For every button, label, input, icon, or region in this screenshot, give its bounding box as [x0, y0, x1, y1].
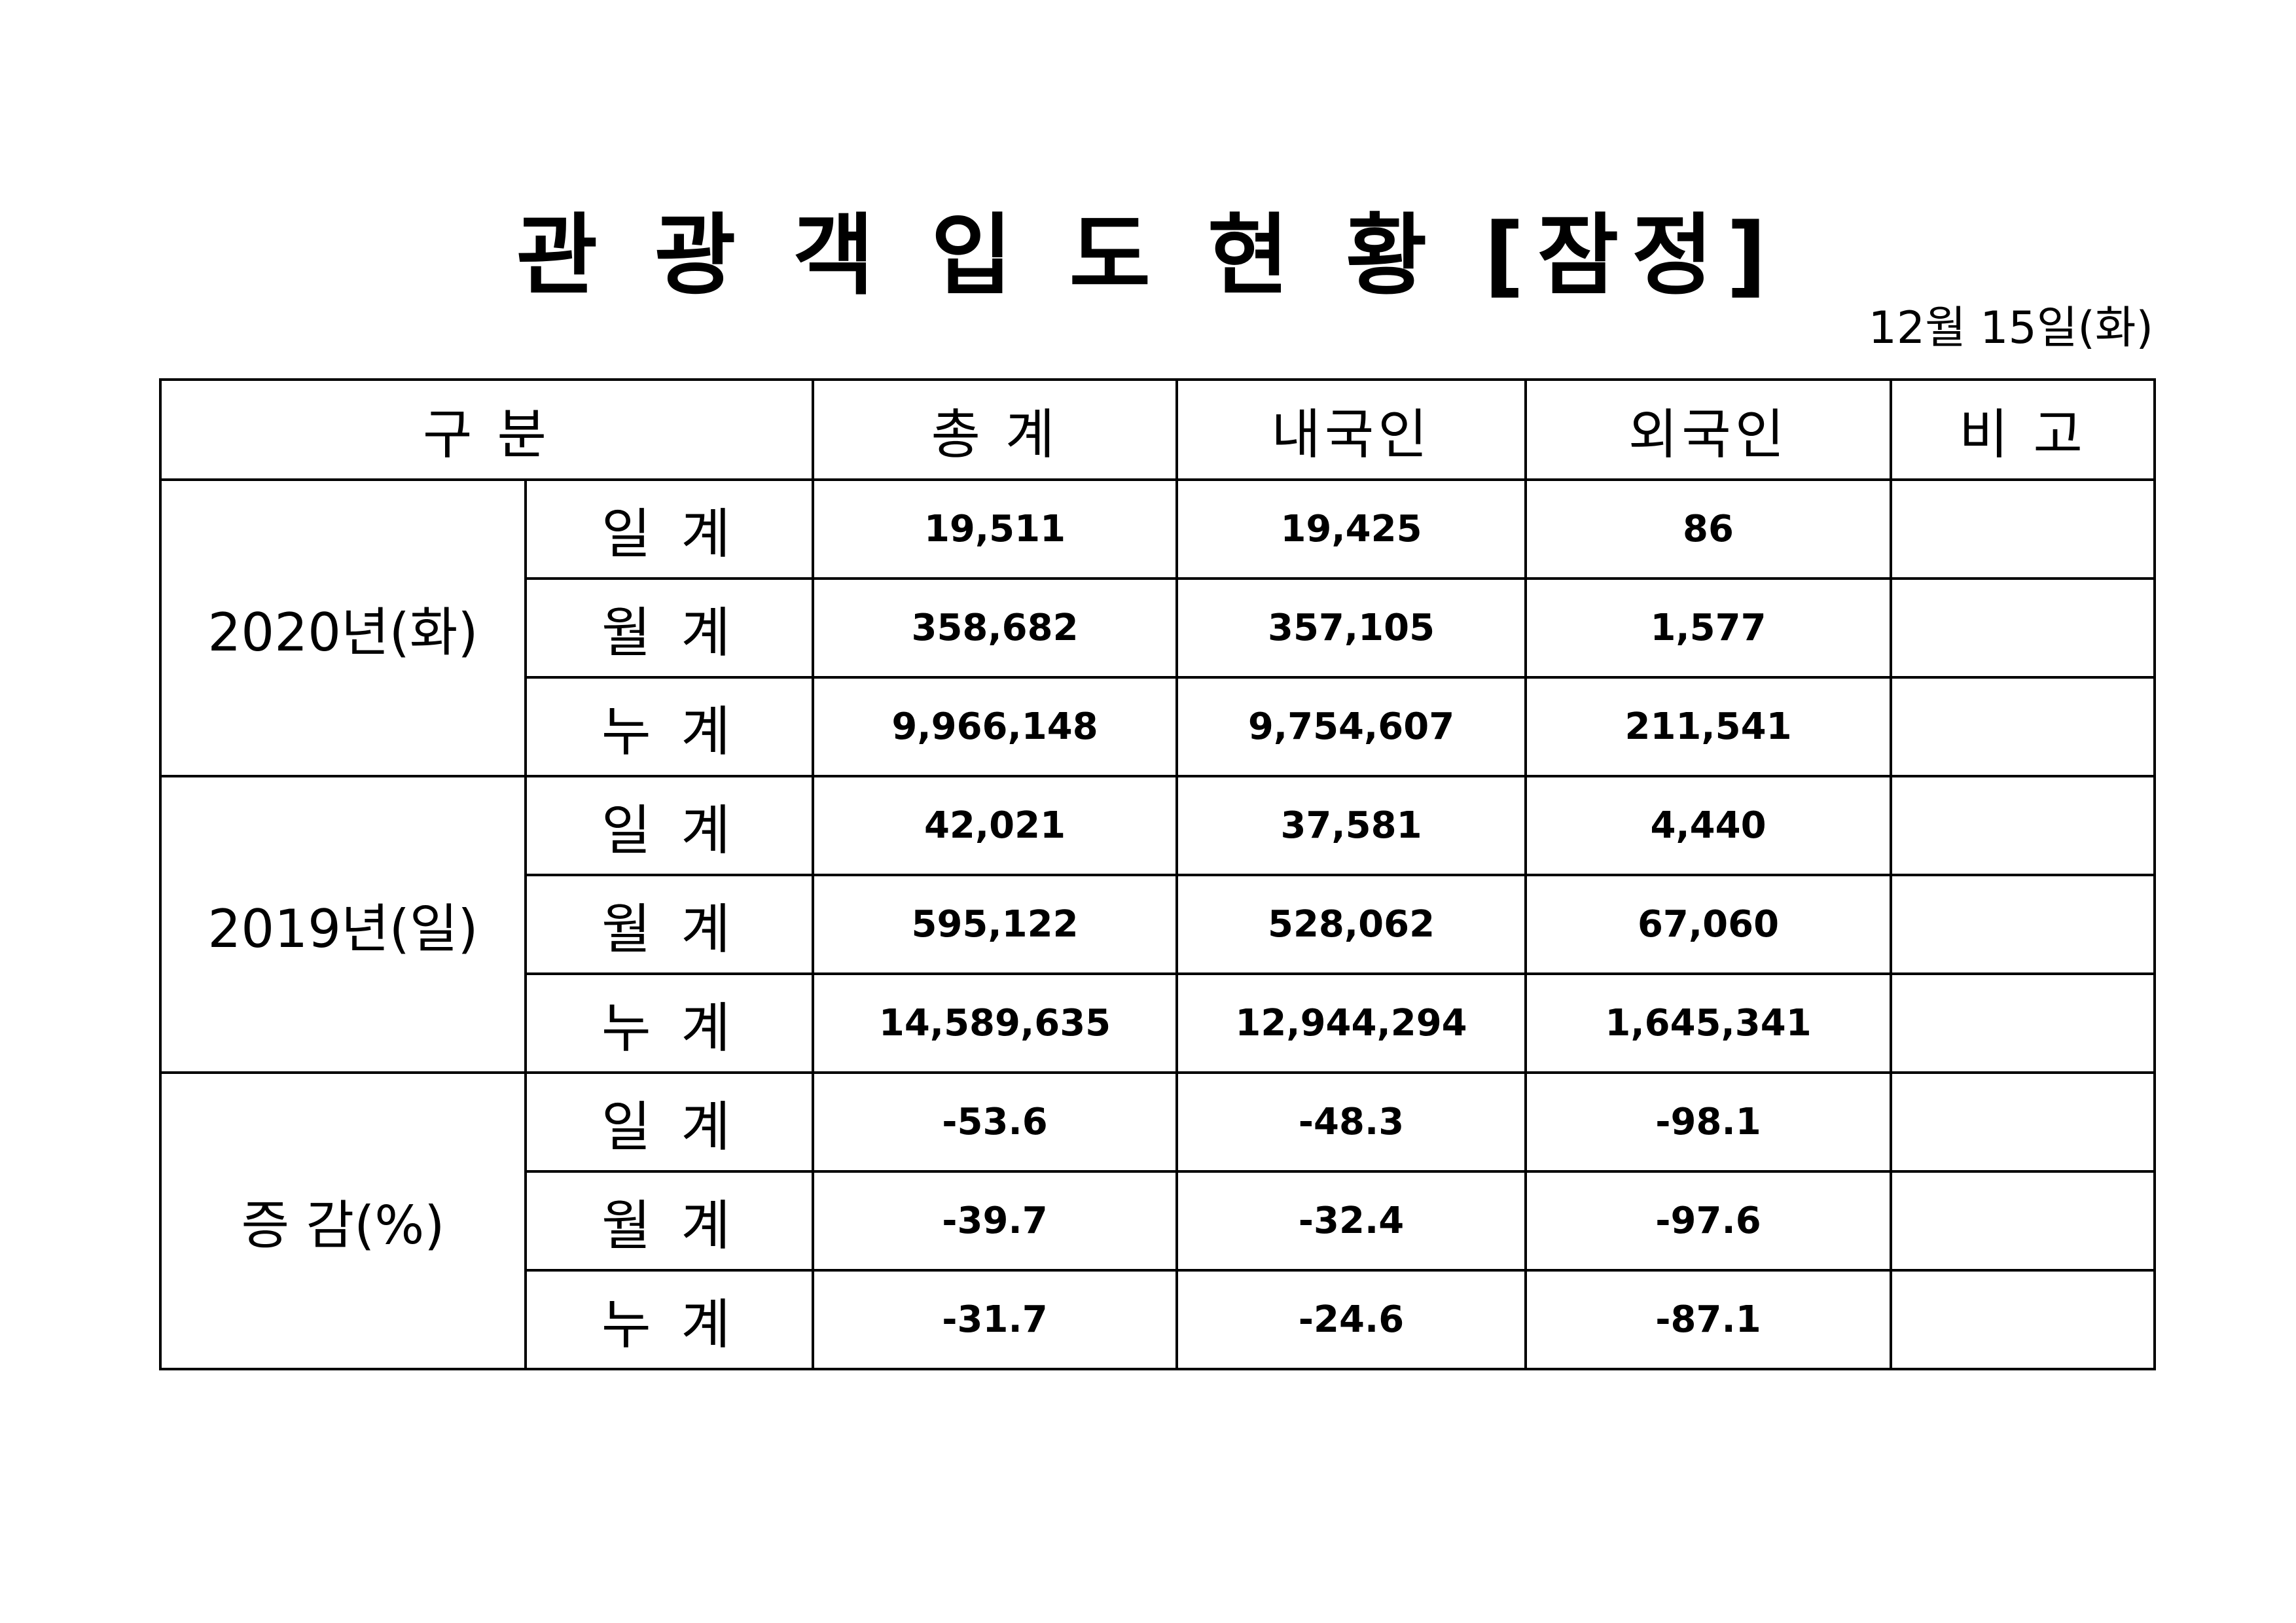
value-cell: -53.6 [812, 1071, 1179, 1173]
group-label: 2020년(화) [159, 478, 527, 777]
table-row: 누 계 -31.7 -24.6 -87.1 [160, 1269, 2157, 1370]
table-row: 월 계 595,122 528,062 67,060 [160, 874, 2157, 975]
row-label: 일 계 [524, 1071, 815, 1173]
note-cell [1890, 775, 2157, 876]
value-cell: 19,425 [1175, 478, 1528, 580]
table-row: 누 계 14,589,635 12,944,294 1,645,341 [160, 972, 2157, 1074]
value-cell: -32.4 [1175, 1170, 1528, 1272]
value-cell: -31.7 [812, 1269, 1179, 1370]
table-row: 월 계 358,682 357,105 1,577 [160, 577, 2157, 679]
value-cell: 14,589,635 [812, 972, 1179, 1074]
value-cell: 12,944,294 [1175, 972, 1528, 1074]
note-cell [1890, 1269, 2157, 1370]
note-cell [1890, 676, 2157, 777]
title: 관 광 객 입 도 현 황 [잠정] [516, 204, 1780, 307]
value-cell: 1,577 [1524, 577, 1893, 679]
value-cell: -87.1 [1524, 1269, 1893, 1370]
note-cell [1890, 1170, 2157, 1272]
value-cell: 37,581 [1175, 775, 1528, 876]
value-cell: 595,122 [812, 874, 1179, 975]
row-label: 누 계 [524, 676, 815, 777]
value-cell: 211,541 [1524, 676, 1893, 777]
date: 12월 15일(화) [1868, 302, 2153, 354]
value-cell: 67,060 [1524, 874, 1893, 975]
value-cell: 4,440 [1524, 775, 1893, 876]
value-cell: -39.7 [812, 1170, 1179, 1272]
table-row: 2019년(일) 일 계 42,021 37,581 4,440 [159, 775, 2157, 1074]
note-cell [1890, 874, 2157, 975]
note-cell [1890, 478, 2157, 580]
header-cell: 총 계 [812, 378, 1179, 481]
row-label: 월 계 [524, 874, 815, 975]
note-cell [1890, 577, 2157, 679]
value-cell: -48.3 [1175, 1071, 1528, 1173]
table-row: 증 감(%) 일 계 -53.6 -48.3 -98.1 [159, 1071, 2157, 1370]
table-row: 2020년(화) 일 계 19,511 19,425 86 [159, 478, 2157, 777]
value-cell: -98.1 [1524, 1071, 1893, 1173]
row-label: 월 계 [524, 1170, 815, 1272]
row-label: 일 계 [524, 478, 815, 580]
value-cell: 357,105 [1175, 577, 1528, 679]
value-cell: -24.6 [1175, 1269, 1528, 1370]
value-cell: 358,682 [812, 577, 1179, 679]
value-cell: 86 [1524, 478, 1893, 580]
header-cell: 외국인 [1524, 378, 1893, 481]
value-cell: 528,062 [1175, 874, 1528, 975]
value-cell: 9,754,607 [1175, 676, 1528, 777]
group-label: 증 감(%) [159, 1071, 527, 1370]
value-cell: 9,966,148 [812, 676, 1179, 777]
value-cell: -97.6 [1524, 1170, 1893, 1272]
table-row: 월 계 -39.7 -32.4 -97.6 [160, 1170, 2157, 1272]
value-cell: 19,511 [812, 478, 1179, 580]
row-label: 누 계 [524, 1269, 815, 1370]
header-cell: 비 고 [1890, 378, 2157, 481]
value-cell: 42,021 [812, 775, 1179, 876]
header-cell: 내국인 [1175, 378, 1528, 481]
row-label: 누 계 [524, 972, 815, 1074]
row-label: 월 계 [524, 577, 815, 679]
note-cell [1890, 1071, 2157, 1173]
table-row: 누 계 9,966,148 9,754,607 211,541 [160, 676, 2157, 777]
row-label: 일 계 [524, 775, 815, 876]
value-cell: 1,645,341 [1524, 972, 1893, 1074]
group-label: 2019년(일) [159, 775, 527, 1074]
header-cell: 구 분 [158, 378, 815, 481]
note-cell [1890, 972, 2157, 1074]
